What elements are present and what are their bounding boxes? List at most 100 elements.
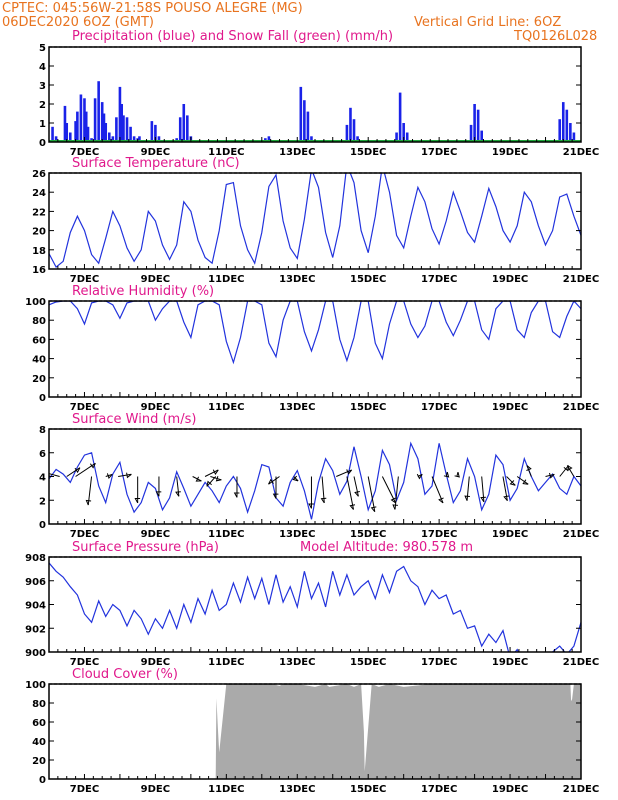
panel4-plot bbox=[22, 441, 581, 520]
x-tick-label: 9DEC bbox=[141, 784, 170, 795]
precip-bar bbox=[572, 132, 576, 142]
panel4-title: Surface Wind (m/s) bbox=[72, 412, 196, 427]
wind-vector-head bbox=[155, 491, 162, 497]
wind-vector bbox=[49, 473, 60, 477]
precip-bar bbox=[154, 124, 157, 142]
x-tick-label: 9DEC bbox=[141, 402, 170, 413]
x-tick-label: 11DEC bbox=[208, 274, 244, 285]
x-tick-label: 15DEC bbox=[350, 529, 386, 540]
x-tick-label: 13DEC bbox=[279, 274, 315, 285]
y-tick-label: 900 bbox=[25, 648, 46, 659]
y-tick-label: 0 bbox=[39, 393, 46, 404]
y-tick-label: 908 bbox=[25, 553, 46, 564]
x-tick-label: 17DEC bbox=[421, 784, 457, 795]
wind-vector-head bbox=[526, 465, 532, 471]
precip-bar bbox=[65, 123, 69, 142]
y-tick-label: 8 bbox=[39, 425, 46, 436]
y-tick-label: 906 bbox=[25, 577, 46, 588]
wind-vector bbox=[353, 476, 359, 497]
x-tick-label: 7DEC bbox=[70, 147, 99, 158]
precip-bar bbox=[310, 136, 313, 142]
precip-bar bbox=[86, 126, 90, 142]
wind-vector bbox=[559, 465, 569, 477]
panel2-series-line bbox=[49, 173, 581, 269]
precip-bar bbox=[115, 117, 118, 142]
wind-vector-head bbox=[480, 496, 486, 503]
x-tick-label: 21DEC bbox=[563, 657, 599, 668]
header-grid-note: Vertical Grid Line: 6OZ bbox=[414, 15, 561, 30]
y-tick-label: 5 bbox=[39, 43, 46, 54]
wind-vector-head bbox=[346, 469, 353, 475]
wind-vector bbox=[210, 476, 222, 481]
wind-vector-head bbox=[320, 497, 327, 504]
y-tick-label: 6 bbox=[39, 449, 46, 460]
wind-vector bbox=[118, 473, 132, 477]
precip-bar bbox=[107, 132, 111, 142]
x-tick-label: 19DEC bbox=[492, 147, 528, 158]
x-tick-label: 21DEC bbox=[563, 402, 599, 413]
wind-vector-head bbox=[74, 467, 81, 474]
precip-bar bbox=[74, 121, 77, 142]
y-tick-label: 100 bbox=[25, 297, 46, 308]
precip-bar bbox=[111, 136, 115, 142]
x-tick-label: 9DEC bbox=[141, 657, 170, 668]
y-tick-label: 20 bbox=[32, 756, 46, 767]
y-tick-label: 16 bbox=[32, 265, 46, 276]
panel3-plot bbox=[49, 301, 581, 365]
precip-bar bbox=[125, 117, 129, 142]
wind-vector-head bbox=[126, 472, 132, 479]
y-tick-label: 0 bbox=[39, 775, 46, 786]
precip-bar bbox=[405, 132, 409, 142]
wind-vector bbox=[381, 476, 397, 504]
x-tick-label: 17DEC bbox=[421, 529, 457, 540]
y-tick-label: 80 bbox=[32, 316, 46, 327]
x-tick-label: 9DEC bbox=[141, 529, 170, 540]
precip-bar bbox=[267, 136, 271, 142]
y-tick-label: 18 bbox=[32, 246, 46, 257]
wind-vector-head bbox=[85, 499, 92, 506]
x-tick-label: 19DEC bbox=[492, 529, 528, 540]
panel3-series-line bbox=[49, 301, 581, 365]
x-tick-label: 11DEC bbox=[208, 529, 244, 540]
x-tick-label: 9DEC bbox=[141, 274, 170, 285]
wind-vector bbox=[105, 473, 113, 477]
wind-vector bbox=[516, 476, 529, 485]
x-tick-label: 17DEC bbox=[421, 402, 457, 413]
y-tick-label: 40 bbox=[32, 355, 46, 366]
y-tick-label: 40 bbox=[32, 737, 46, 748]
precip-bar bbox=[398, 92, 402, 142]
precip-bar bbox=[178, 117, 182, 142]
x-tick-label: 13DEC bbox=[279, 147, 315, 158]
precip-bar bbox=[299, 86, 303, 142]
x-tick-label: 17DEC bbox=[421, 274, 457, 285]
precip-bar bbox=[469, 124, 473, 142]
x-tick-label: 19DEC bbox=[492, 784, 528, 795]
wind-vector-head bbox=[308, 503, 314, 509]
wind-vector-head bbox=[233, 492, 240, 498]
precip-bar bbox=[54, 136, 58, 142]
precip-bar bbox=[182, 104, 186, 142]
wind-vector bbox=[566, 465, 575, 477]
panel4-series-line bbox=[49, 441, 581, 520]
panel5-title: Surface Pressure (hPa) bbox=[72, 540, 219, 555]
wind-vector-head bbox=[134, 498, 141, 504]
wind-vector-head bbox=[22, 466, 27, 471]
x-tick-label: 19DEC bbox=[492, 274, 528, 285]
wind-vector-head bbox=[175, 491, 181, 497]
y-tick-label: 1 bbox=[39, 119, 46, 130]
precip-bar bbox=[476, 109, 480, 142]
precip-bar bbox=[157, 136, 161, 142]
y-tick-label: 902 bbox=[25, 624, 46, 635]
x-tick-label: 13DEC bbox=[279, 402, 315, 413]
wind-vector-head bbox=[272, 493, 279, 499]
y-tick-label: 4 bbox=[39, 473, 46, 484]
precip-bar bbox=[93, 98, 97, 142]
y-tick-label: 22 bbox=[32, 207, 46, 218]
precip-bar bbox=[51, 126, 54, 142]
x-tick-label: 21DEC bbox=[563, 274, 599, 285]
wind-vector bbox=[526, 465, 532, 477]
panel2-plot bbox=[49, 173, 581, 269]
precip-bar bbox=[186, 115, 189, 142]
x-tick-label: 15DEC bbox=[350, 274, 386, 285]
x-tick-label: 15DEC bbox=[350, 784, 386, 795]
